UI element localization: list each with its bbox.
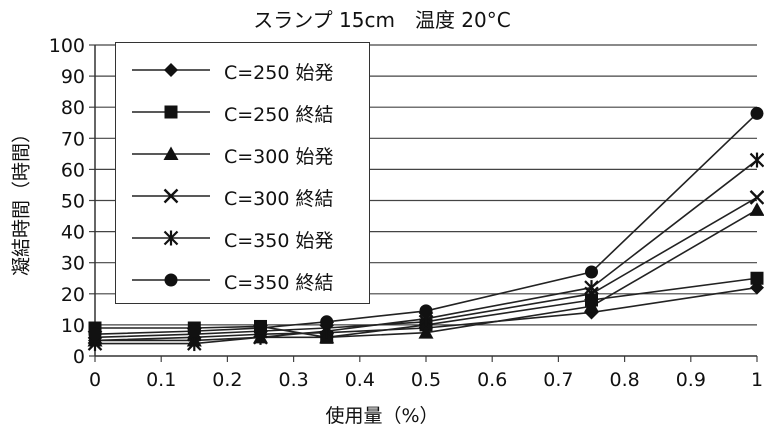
legend-label: C=350 終結 bbox=[224, 272, 334, 294]
data-point bbox=[88, 327, 102, 341]
y-tick-label: 90 bbox=[61, 66, 85, 88]
x-tick-label: 0.4 bbox=[345, 369, 375, 391]
y-tick-label: 50 bbox=[61, 191, 85, 213]
legend-marker bbox=[163, 188, 179, 204]
y-tick-label: 10 bbox=[61, 315, 85, 337]
y-tick-label: 80 bbox=[61, 97, 85, 119]
x-tick-label: 0.3 bbox=[278, 369, 308, 391]
legend-marker bbox=[163, 146, 179, 160]
data-point bbox=[749, 190, 764, 205]
y-tick-label: 40 bbox=[61, 222, 85, 244]
legend-item: C=250 終結 bbox=[116, 97, 369, 127]
y-axis-label: 凝結時間（時間） bbox=[10, 123, 33, 277]
legend-label: C=350 始発 bbox=[224, 230, 334, 252]
legend-symbol bbox=[132, 105, 210, 119]
legend-symbol bbox=[132, 146, 210, 160]
legend-symbol bbox=[132, 63, 210, 77]
data-point bbox=[187, 324, 201, 338]
data-point bbox=[749, 202, 764, 216]
x-tick-label: 0.5 bbox=[411, 369, 441, 391]
data-point bbox=[584, 280, 599, 296]
y-tick-label: 60 bbox=[61, 159, 85, 181]
legend-item: C=250 始発 bbox=[116, 55, 369, 85]
axes bbox=[89, 44, 758, 362]
x-tick-label: 0.8 bbox=[609, 369, 639, 391]
x-tick-label: 0 bbox=[89, 369, 101, 391]
legend-item: C=350 始発 bbox=[116, 223, 369, 253]
x-tick-label: 0.1 bbox=[146, 369, 176, 391]
legend-label: C=250 終結 bbox=[224, 104, 334, 126]
data-point bbox=[750, 106, 764, 120]
data-point bbox=[418, 325, 434, 339]
series-markers bbox=[87, 106, 764, 352]
x-tick-label: 0.2 bbox=[212, 369, 242, 391]
x-tick-label: 0.7 bbox=[543, 369, 573, 391]
data-point bbox=[187, 336, 202, 352]
data-point bbox=[320, 315, 334, 329]
legend-symbol bbox=[132, 273, 210, 287]
y-tick-labels: 0 10 20 30 40 50 60 70 80 90 100 bbox=[49, 35, 85, 368]
legend-item: C=300 始発 bbox=[116, 139, 369, 169]
legend-label: C=300 始発 bbox=[224, 146, 334, 168]
legend: C=250 始発 C=250 終結 C=300 始発 C=300 終結 C=350 始発… bbox=[115, 42, 370, 304]
data-point bbox=[749, 152, 764, 168]
legend-marker bbox=[163, 230, 179, 246]
legend-marker bbox=[164, 273, 178, 287]
legend-marker bbox=[164, 63, 178, 77]
legend-item: C=300 終結 bbox=[116, 181, 369, 211]
legend-label: C=250 始発 bbox=[224, 62, 334, 84]
data-point bbox=[585, 265, 598, 279]
x-tick-label: 0.9 bbox=[676, 369, 706, 391]
x-tick-label: 1 bbox=[751, 369, 763, 391]
y-tick-label: 0 bbox=[73, 346, 85, 368]
x-axis-label: 使用量（%） bbox=[325, 405, 439, 427]
chart-title: スランプ 15cm 温度 20°C bbox=[253, 8, 511, 32]
legend-label: C=300 終結 bbox=[224, 188, 334, 210]
y-tick-label: 20 bbox=[61, 284, 85, 306]
legend-item: C=350 終結 bbox=[116, 265, 369, 295]
data-point bbox=[254, 321, 267, 335]
y-tick-label: 70 bbox=[61, 128, 85, 150]
legend-symbol bbox=[132, 230, 210, 246]
legend-marker bbox=[164, 105, 178, 119]
x-tick-label: 0.6 bbox=[477, 369, 507, 391]
data-point bbox=[750, 271, 764, 285]
x-tick-labels: 0 0.1 0.2 0.3 0.4 0.5 0.6 0.7 0.8 0.9 1 bbox=[89, 369, 763, 391]
legend-symbol bbox=[132, 188, 210, 204]
data-point bbox=[419, 304, 433, 318]
data-point bbox=[584, 298, 599, 313]
y-tick-label: 30 bbox=[61, 253, 85, 275]
y-tick-label: 100 bbox=[49, 35, 85, 57]
